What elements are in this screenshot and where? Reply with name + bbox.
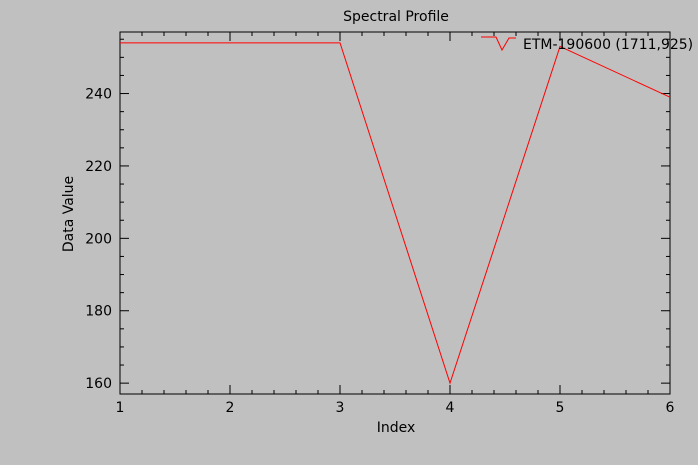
x-tick-label: 6: [666, 400, 675, 416]
x-axis-label: Index: [377, 420, 416, 436]
legend-line-sample: [481, 36, 516, 52]
x-tick-label: 3: [336, 400, 345, 416]
x-tick-label: 5: [556, 400, 565, 416]
x-tick-label: 2: [226, 400, 235, 416]
chart-title: Spectral Profile: [343, 9, 449, 25]
ticks-layer: 1 2 3 4 5 6 160 180 200 220 240: [85, 32, 675, 416]
y-tick-label: 160: [85, 376, 112, 392]
legend: ETM-190600 (1711,925): [481, 36, 693, 53]
y-tick-label: 200: [85, 231, 112, 247]
x-tick-label: 1: [116, 400, 125, 416]
x-tick-label: 4: [446, 400, 455, 416]
legend-label-series-1: ETM-190600 (1711,925): [523, 37, 693, 53]
plot-frame: [119, 31, 671, 395]
y-axis-label: Data Value: [61, 176, 77, 252]
y-tick-label: 220: [85, 159, 112, 175]
y-tick-label: 180: [85, 304, 112, 320]
y-tick-label: 240: [85, 87, 112, 103]
series-line-1: [120, 42, 671, 385]
series-layer: [120, 42, 671, 385]
